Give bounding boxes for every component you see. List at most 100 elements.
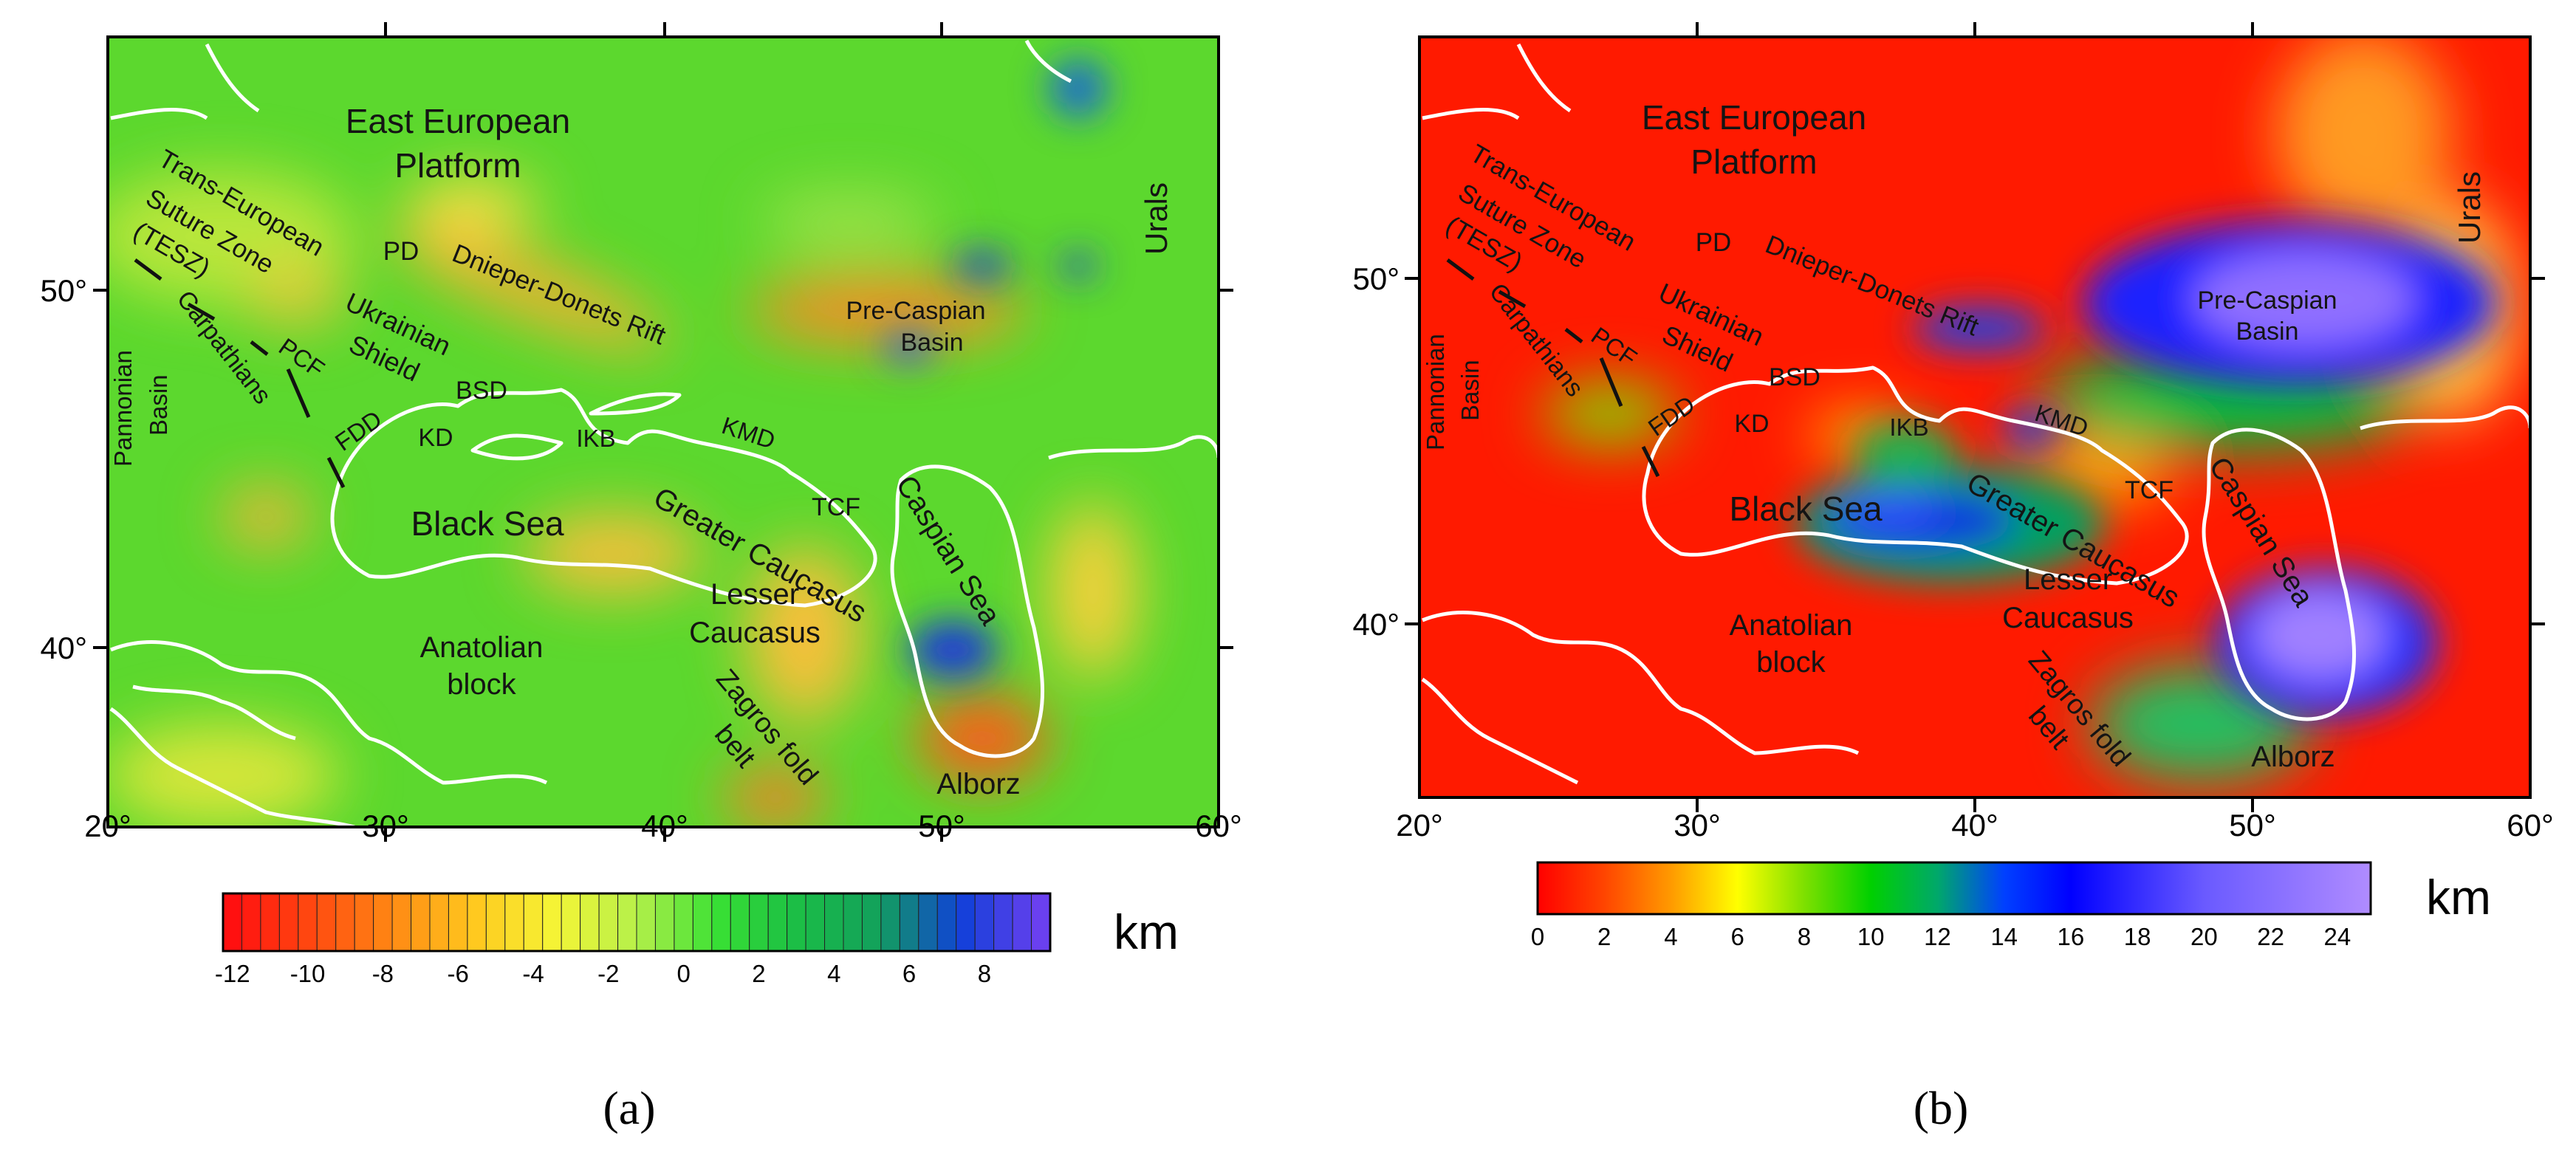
panel-a: East European Platform Trans-European Su… bbox=[40, 22, 1242, 1134]
panel-b: East European Platform Trans-European Su… bbox=[1352, 22, 2554, 1134]
label-alborz: Alborz bbox=[936, 768, 1020, 800]
colorbar-cell bbox=[654, 893, 675, 952]
label-east-european: East European bbox=[1642, 98, 1866, 137]
colorbar-tick-label: 18 bbox=[2124, 923, 2151, 950]
panel-a-y-tick-labels: 50° 40° bbox=[40, 273, 87, 665]
panel-b-colorbar: 0 2 4 6 8 10 12 14 16 18 20 22 24 km bbox=[1531, 861, 2491, 950]
colorbar-cell bbox=[899, 893, 919, 952]
label-pannonian: Pannonian bbox=[109, 350, 137, 467]
label-bsd: BSD bbox=[456, 377, 507, 405]
fault-lines bbox=[1446, 258, 1660, 478]
caption-a: (a) bbox=[603, 1082, 655, 1134]
colorbar-cell bbox=[391, 893, 412, 952]
colorbar-tick-label: 6 bbox=[1731, 923, 1744, 950]
label-black-sea: Black Sea bbox=[1729, 490, 1883, 528]
colorbar-cell bbox=[956, 893, 976, 952]
colorbar-cell bbox=[843, 893, 863, 952]
colorbar-tick-label: -8 bbox=[372, 960, 394, 987]
colorbar-cell bbox=[523, 893, 544, 952]
colorbar-tick-label: 2 bbox=[752, 960, 765, 987]
panel-b-y-tick-labels: 50° 40° bbox=[1352, 261, 1400, 642]
label-pd: PD bbox=[1696, 228, 1732, 257]
y-tick-label: 40° bbox=[40, 631, 87, 665]
label-ikb: IKB bbox=[576, 425, 615, 452]
colorbar-tick-label: -2 bbox=[597, 960, 619, 987]
colorbar-cell bbox=[918, 893, 938, 952]
coastlines bbox=[1421, 43, 2530, 785]
colorbar-tick-label: -4 bbox=[522, 960, 544, 987]
colorbar-cell bbox=[429, 893, 449, 952]
colorbar-cell bbox=[805, 893, 826, 952]
colorbar-tick-label: 24 bbox=[2324, 923, 2351, 950]
colorbar-cell bbox=[730, 893, 750, 952]
x-tick-label: 40° bbox=[641, 809, 688, 843]
coastlines bbox=[109, 39, 1219, 827]
label-pannonian: Pannonian bbox=[1422, 334, 1449, 450]
x-tick-label: 60° bbox=[2507, 808, 2554, 842]
colorbar-tick-label: 4 bbox=[827, 960, 840, 987]
colorbar-tick-label: 22 bbox=[2257, 923, 2284, 950]
colorbar-cell bbox=[561, 893, 581, 952]
colorbar-cell bbox=[598, 893, 619, 952]
colorbar-cell bbox=[692, 893, 713, 952]
colorbar-tick-labels: -12 -10 -8 -6 -4 -2 0 2 4 6 8 bbox=[215, 960, 991, 987]
panel-b-ticks bbox=[1405, 22, 2545, 812]
colorbar-tick-label: 2 bbox=[1597, 923, 1611, 950]
colorbar-cell bbox=[974, 893, 995, 952]
x-tick-label: 30° bbox=[1674, 808, 1721, 842]
colorbar-cell bbox=[824, 893, 844, 952]
label-kd: KD bbox=[418, 424, 453, 452]
colorbar-cell bbox=[448, 893, 468, 952]
label-anatolian: Anatolian bbox=[1730, 609, 1853, 642]
colorbar-tick-label: 0 bbox=[676, 960, 690, 987]
label-platform: Platform bbox=[394, 146, 521, 185]
colorbar-tick-label: 10 bbox=[1857, 923, 1885, 950]
colorbar-cell bbox=[674, 893, 693, 952]
y-tick-label: 50° bbox=[1352, 261, 1400, 296]
colorbar-gradient bbox=[1536, 861, 2372, 916]
colorbar-cell bbox=[1031, 893, 1051, 952]
colorbar-cell bbox=[542, 893, 562, 952]
x-tick-label: 50° bbox=[918, 809, 965, 843]
x-tick-label: 50° bbox=[2229, 808, 2276, 842]
colorbar-cell bbox=[260, 893, 280, 952]
panel-a-ticks bbox=[93, 22, 1233, 842]
label-east-european: East European bbox=[346, 102, 570, 140]
colorbar-tick-label: 8 bbox=[1798, 923, 1811, 950]
panel-b-map: East European Platform Trans-European Su… bbox=[1419, 37, 2530, 797]
label-kd: KD bbox=[1734, 410, 1769, 438]
colorbar-cell bbox=[504, 893, 524, 952]
unit-label: km bbox=[1114, 905, 1179, 959]
label-black-sea: Black Sea bbox=[411, 504, 564, 543]
label-platform: Platform bbox=[1690, 143, 1817, 181]
colorbar-cell bbox=[373, 893, 393, 952]
colorbar-cell bbox=[222, 893, 242, 952]
label-urals: Urals bbox=[2452, 171, 2487, 244]
label-block: block bbox=[1756, 646, 1826, 679]
colorbar-cell bbox=[767, 893, 788, 952]
colorbar-cell bbox=[936, 893, 957, 952]
y-tick-label: 40° bbox=[1352, 607, 1400, 642]
label-anatolian: Anatolian bbox=[420, 631, 544, 664]
label-caucasus: Caucasus bbox=[2002, 602, 2134, 634]
label-tcf: TCF bbox=[2125, 476, 2174, 504]
label-caucasus: Caucasus bbox=[689, 617, 821, 649]
label-pd: PD bbox=[383, 237, 419, 266]
label-pre-caspian: Pre-Caspian bbox=[846, 297, 986, 325]
colorbar-cell bbox=[636, 893, 656, 952]
x-tick-label: 60° bbox=[1195, 809, 1242, 843]
label-urals: Urals bbox=[1139, 182, 1174, 255]
x-tick-label: 40° bbox=[1951, 808, 1998, 842]
colorbar-cell bbox=[335, 893, 355, 952]
colorbar-tick-label: 4 bbox=[1664, 923, 1677, 950]
colorbar-cell bbox=[1012, 893, 1032, 952]
colorbar-cells bbox=[222, 893, 1051, 952]
label-pannonian-basin: Basin bbox=[1456, 360, 1484, 421]
x-tick-label: 30° bbox=[362, 809, 409, 843]
panel-a-map: East European Platform Trans-European Su… bbox=[108, 37, 1219, 827]
y-tick-label: 50° bbox=[40, 273, 87, 308]
label-lesser: Lesser bbox=[710, 578, 799, 611]
label-pre-caspian-basin: Basin bbox=[2236, 318, 2298, 346]
colorbar-cell bbox=[787, 893, 806, 952]
